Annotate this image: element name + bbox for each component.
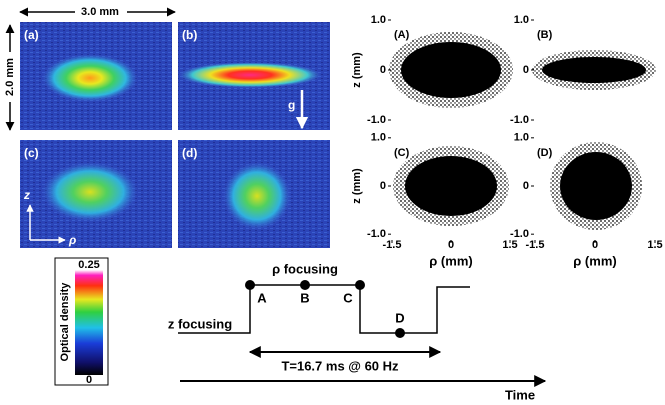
- panel-label: (A): [394, 29, 410, 41]
- y-tick-label: 1.0: [514, 132, 529, 144]
- x-tick-label: 1.5: [502, 239, 517, 251]
- colorbar-gradient: [75, 270, 103, 375]
- y-tick-label: -1.0: [367, 228, 386, 240]
- cloud-b: [178, 62, 322, 88]
- x-axis-label: ρ (mm): [573, 253, 616, 268]
- cloud-d: [223, 162, 291, 230]
- cloud-c: [42, 162, 138, 222]
- panel-label: (c): [24, 146, 39, 160]
- point-cloud: [401, 42, 501, 98]
- point-label: C: [343, 290, 353, 305]
- z-focusing-label: z focusing: [168, 316, 232, 331]
- x-tick-label: 0: [448, 239, 454, 251]
- point-label: A: [257, 290, 267, 305]
- z-label: z: [23, 188, 30, 202]
- point-cloud: [405, 156, 497, 216]
- x-tick-label: 0: [592, 239, 598, 251]
- point-label: D: [395, 310, 404, 325]
- panel-label: (b): [182, 28, 197, 42]
- y-axis-label: z (mm): [351, 168, 363, 204]
- period-label: T=16.7 ms @ 60 Hz: [281, 358, 399, 373]
- panel-label: (d): [182, 146, 197, 160]
- colorbar-frame: [54, 257, 109, 386]
- colorbar-min: 0: [86, 374, 92, 386]
- panel-label: (D): [537, 147, 553, 159]
- panel-label: (C): [394, 147, 410, 159]
- point-cloud: [560, 152, 632, 220]
- y-tick-label: -1.0: [367, 114, 386, 126]
- y-tick-label: 0: [380, 64, 386, 76]
- y-tick-label: 1.0: [371, 132, 386, 144]
- colorbar: 0.25 0 Optical density: [54, 257, 109, 386]
- timing-diagram: A B C D ρ focusing z focusing T=16.7 ms …: [168, 261, 547, 402]
- y-axis-label: z (mm): [351, 52, 363, 88]
- rho-label: ρ: [68, 233, 76, 247]
- y-tick-label: -1.0: [510, 114, 529, 126]
- marker-dot: [300, 280, 310, 290]
- label-bg: [3, 52, 17, 102]
- point-cloud: [542, 57, 646, 83]
- width-label: 3.0 mm: [81, 6, 119, 18]
- marker-dot: [395, 328, 405, 338]
- colorbar-max: 0.25: [78, 259, 99, 271]
- colorbar-label: Optical density: [59, 282, 71, 362]
- time-label: Time: [505, 387, 535, 402]
- panel-label: (B): [537, 29, 553, 41]
- y-tick-label: -1.0: [510, 228, 529, 240]
- cloud-a: [42, 54, 138, 102]
- marker-dot: [355, 280, 365, 290]
- y-tick-label: 0: [523, 64, 529, 76]
- x-tick-label: -1.5: [526, 239, 545, 251]
- rho-focusing-label: ρ focusing: [272, 261, 338, 276]
- y-tick-label: 0: [523, 180, 529, 192]
- y-tick-label: 0: [380, 180, 386, 192]
- scatter-plots: z (mm) z (mm) ρ (mm) ρ (mm) (A) 1.0 0 -1.0 (…: [351, 14, 663, 269]
- gravity-label: g: [288, 98, 295, 112]
- x-tick-label: -1.5: [383, 239, 402, 251]
- marker-dot: [245, 280, 255, 290]
- absorption-images: (a) (b) (c) (d) 3.0 mm 2.0 mm g z ρ: [3, 5, 330, 248]
- y-tick-label: 1.0: [514, 14, 529, 26]
- y-tick-label: 1.0: [371, 14, 386, 26]
- height-label: 2.0 mm: [4, 58, 16, 96]
- panel-label: (a): [24, 28, 39, 42]
- point-label: B: [300, 290, 309, 305]
- x-axis-label: ρ (mm): [429, 253, 472, 268]
- trap-sequence: [178, 284, 470, 334]
- label-bg: [75, 5, 127, 19]
- x-tick-label: 1.5: [647, 239, 662, 251]
